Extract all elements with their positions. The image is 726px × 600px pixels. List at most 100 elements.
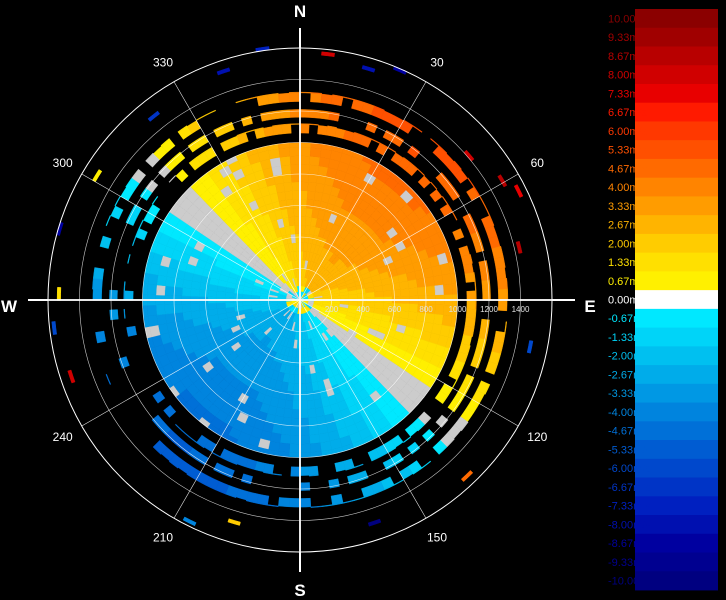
velocity-gate (233, 301, 244, 308)
legend-swatch (635, 252, 718, 272)
legend-swatch (635, 290, 718, 310)
velocity-gate-sparse (182, 516, 197, 527)
legend-label: 4.00m/s (608, 182, 648, 194)
legend-label: -3.33m/s (608, 388, 651, 400)
legend-swatch (635, 215, 718, 235)
velocity-gate (114, 195, 121, 207)
velocity-gate (299, 497, 312, 508)
legend-label: -5.33m/s (608, 444, 651, 456)
velocity-gate (306, 391, 315, 401)
legend-swatch (635, 233, 718, 254)
velocity-gate (181, 303, 192, 313)
velocity-legend: 10.00m/s 9.33m/s 8.67m/s 8.00m/s 7.33m/s 6.67… (608, 9, 718, 591)
velocity-gate (467, 177, 475, 188)
velocity-gate (452, 228, 465, 241)
velocity-gate (465, 308, 476, 319)
velocity-gate (309, 156, 321, 167)
velocity-gate (348, 293, 358, 299)
legend-swatch (635, 515, 718, 535)
velocity-gate (447, 187, 461, 201)
velocity-gate (393, 479, 405, 486)
bearing-spoke (299, 173, 519, 301)
velocity-gate (190, 303, 200, 312)
velocity-gate (299, 142, 312, 148)
velocity-gate-sparse (51, 321, 57, 335)
velocity-gate (475, 299, 477, 310)
velocity-gate (506, 288, 509, 301)
bearing-spoke (173, 81, 301, 301)
velocity-gate-sparse (513, 184, 524, 198)
velocity-gate (145, 152, 154, 162)
velocity-gate-sparse (227, 518, 241, 526)
velocity-gate (92, 288, 103, 301)
legend-label: 10.00m/s (608, 13, 654, 25)
legend-label: 8.67m/s (608, 51, 648, 63)
velocity-gate (155, 284, 166, 296)
velocity-gate-sparse (515, 240, 523, 254)
velocity-gate (284, 399, 294, 410)
velocity-gate (123, 290, 125, 301)
velocity-gate (123, 308, 126, 319)
legend-label: 0.00m/s (608, 295, 648, 307)
velocity-gate (417, 423, 426, 432)
velocity-gate (466, 186, 480, 202)
legend-swatch (635, 46, 718, 66)
velocity-gate (290, 123, 301, 125)
legend-label: 1.33m/s (608, 257, 648, 269)
velocity-gate (92, 278, 103, 290)
velocity-gate (424, 313, 435, 324)
velocity-gate (497, 278, 508, 290)
velocity-gate-sparse (67, 369, 76, 384)
legend-label: -8.00m/s (608, 519, 651, 531)
velocity-gate (181, 430, 190, 438)
velocity-gate (199, 303, 209, 311)
velocity-gate (245, 499, 258, 504)
legend-swatch (635, 571, 718, 591)
bearing-label: 240 (53, 430, 73, 444)
velocity-gate (407, 279, 418, 289)
velocity-gate (306, 190, 316, 201)
bearing-spoke (299, 299, 427, 519)
velocity-gate (421, 428, 436, 442)
velocity-gate (470, 356, 482, 369)
velocity-gate (172, 151, 186, 165)
legend-label: -7.33m/s (608, 501, 651, 513)
velocity-gate (152, 390, 166, 404)
velocity-gate (299, 417, 310, 427)
velocity-gate (199, 309, 210, 318)
velocity-gate-sparse (147, 110, 161, 122)
velocity-gate (441, 395, 449, 404)
legend-swatch (635, 440, 718, 460)
velocity-gate (345, 466, 355, 471)
legend-label: 6.00m/s (608, 126, 648, 138)
range-ring-label: 1200 (480, 305, 498, 314)
velocity-gate (109, 309, 119, 321)
velocity-gate (299, 147, 311, 157)
velocity-gate (424, 276, 435, 287)
velocity-gate (391, 289, 401, 297)
range-ring-label: 1000 (449, 305, 467, 314)
velocity-gate (279, 156, 291, 167)
velocity-gate (433, 313, 444, 326)
legend-label: -6.00m/s (608, 463, 651, 475)
velocity-gate-sparse (526, 340, 534, 354)
velocity-gate (309, 109, 321, 119)
velocity-gate (292, 400, 301, 410)
bearing-label: 30 (430, 56, 444, 70)
velocity-gate (373, 105, 385, 112)
velocity-gate (299, 173, 310, 183)
velocity-gate (299, 155, 311, 166)
compass-north-label: N (294, 2, 306, 21)
velocity-gate (152, 446, 162, 455)
legend-label: -0.67m/s (608, 313, 651, 325)
velocity-gate (147, 283, 157, 296)
velocity-gate (434, 304, 445, 316)
velocity-gate (400, 288, 410, 297)
velocity-gate (279, 433, 291, 444)
velocity-gate (451, 211, 458, 221)
velocity-gate (382, 290, 393, 298)
velocity-gate (473, 240, 485, 253)
velocity-gate (145, 179, 159, 193)
legend-swatch (635, 102, 718, 122)
velocity-gate (315, 406, 325, 418)
